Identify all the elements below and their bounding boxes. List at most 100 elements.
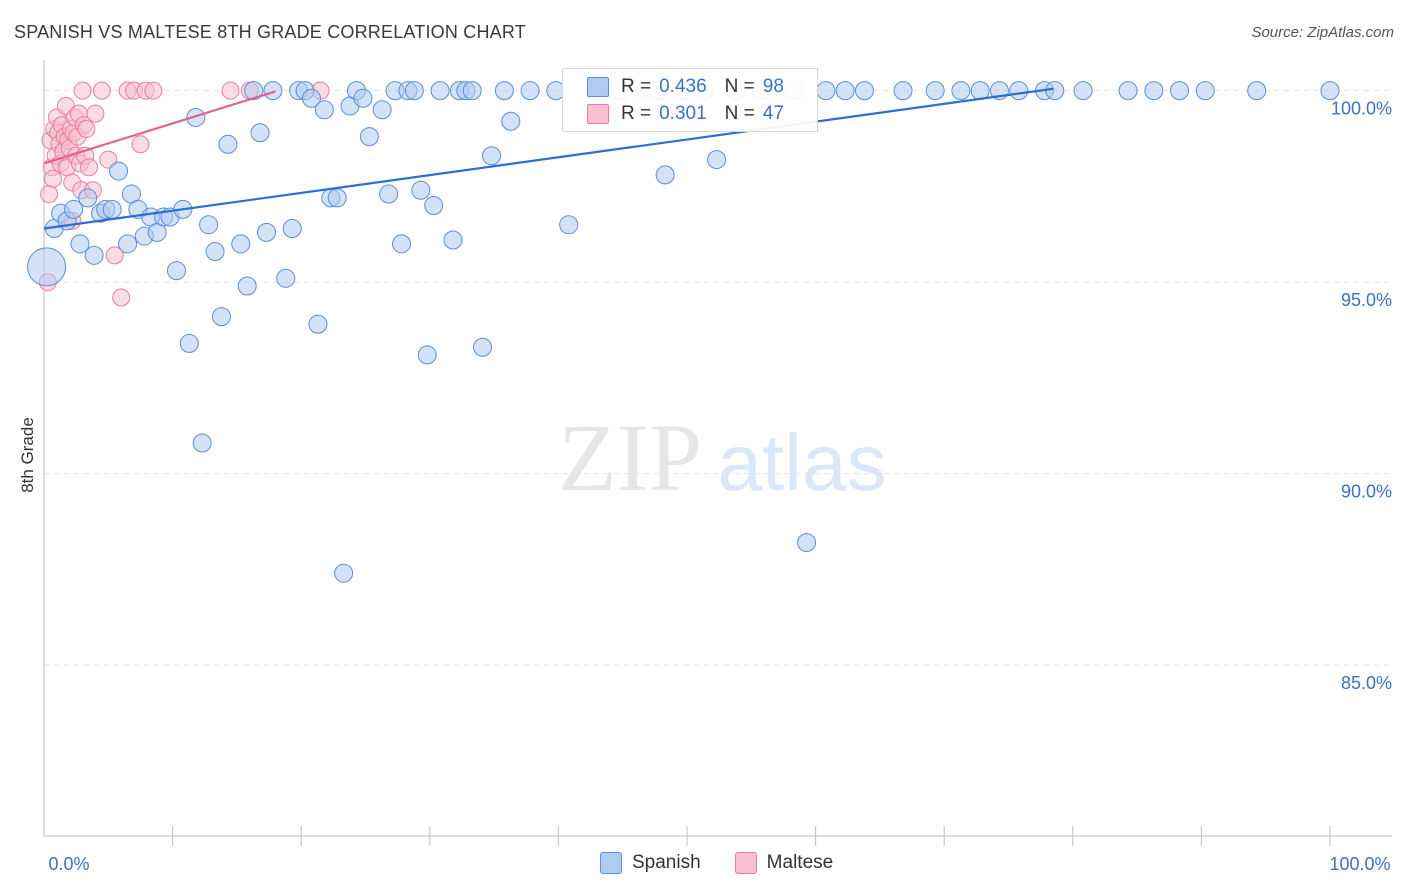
spanish-point [494, 81, 514, 101]
maltese-swatch [587, 104, 609, 124]
spanish-point [192, 433, 212, 453]
spanish-point [27, 247, 67, 287]
r-label: R = [621, 76, 652, 97]
r-value: 0.301 [659, 103, 707, 124]
spanish-point [411, 180, 431, 200]
spanish-point [1118, 81, 1138, 101]
x-tick-label-right: 100.0% [1329, 854, 1390, 874]
spanish-point [250, 123, 270, 143]
spanish-point [424, 196, 444, 216]
n-label: N = [724, 76, 755, 97]
spanish-point [925, 81, 945, 101]
maltese-point [144, 81, 163, 100]
spanish-point [473, 337, 493, 357]
maltese-swatch [734, 852, 757, 874]
spanish-point [308, 314, 328, 334]
spanish-point [482, 146, 502, 166]
spanish-point [520, 81, 540, 101]
maltese-point [73, 81, 92, 100]
correlation-legend: R = 0.436 N = 98 R = 0.301 N = 47 [562, 68, 818, 132]
spanish-point [211, 307, 231, 327]
spanish-point [1045, 81, 1065, 101]
chart-title: SPANISH VS MALTESE 8TH GRADE CORRELATION… [14, 22, 526, 42]
spanish-point [559, 215, 579, 235]
r-label: R = [621, 103, 652, 124]
spanish-point [1195, 81, 1215, 101]
spanish-point [1247, 81, 1267, 101]
spanish-point [218, 134, 238, 154]
spanish-point [353, 88, 373, 108]
legend-item-spanish[interactable]: Spanish [600, 852, 701, 874]
legend-label-maltese: Maltese [766, 852, 834, 873]
spanish-point [816, 81, 836, 101]
spanish-point [314, 100, 334, 120]
spanish-point [179, 333, 199, 353]
spanish-trend-line [43, 87, 1054, 230]
maltese-point [105, 246, 124, 265]
spanish-point [237, 276, 257, 296]
spanish-point [707, 150, 727, 170]
spanish-point [417, 345, 437, 365]
n-value: 98 [762, 76, 784, 97]
n-value: 47 [762, 103, 784, 124]
legend-item-maltese[interactable]: Maltese [734, 852, 834, 874]
legend-label-spanish: Spanish [632, 852, 701, 873]
spanish-point [1144, 81, 1164, 101]
spanish-point [430, 81, 450, 101]
spanish-point [64, 199, 84, 219]
spanish-points [27, 81, 1340, 583]
spanish-point [256, 222, 276, 242]
r-value: 0.436 [659, 76, 707, 97]
spanish-point [1170, 81, 1190, 101]
maltese-point [86, 104, 105, 123]
axes [43, 60, 1392, 846]
spanish-point [166, 261, 186, 281]
trend-lines [43, 87, 1054, 230]
watermark-atlas: atlas [718, 418, 887, 507]
spanish-point [205, 242, 225, 261]
maltese-point [77, 119, 96, 138]
maltese-trend-line [43, 90, 276, 165]
spanish-point [372, 100, 392, 120]
spanish-point [282, 219, 302, 239]
spanish-point [334, 563, 354, 583]
spanish-point [244, 81, 264, 101]
spanish-point [102, 199, 122, 219]
maltese-point [44, 169, 63, 188]
legend-row-spanish: R = 0.436 N = 98 [587, 75, 802, 99]
spanish-point [109, 161, 129, 181]
spanish-point [951, 81, 971, 101]
spanish-point [797, 533, 817, 553]
spanish-point [118, 234, 138, 254]
y-tick-label: 90.0% [1341, 482, 1392, 502]
spanish-point [835, 81, 855, 101]
spanish-point [854, 81, 874, 101]
spanish-point [199, 215, 219, 235]
legend-row-maltese: R = 0.301 N = 47 [587, 102, 802, 126]
grid-lines [44, 90, 1390, 666]
spanish-point [404, 81, 424, 101]
maltese-point [40, 185, 59, 204]
spanish-point [1320, 81, 1340, 101]
spanish-point [1073, 81, 1093, 101]
spanish-point [359, 127, 379, 147]
spanish-point [78, 188, 98, 208]
y-tick-label: 85.0% [1341, 673, 1392, 693]
spanish-point [893, 81, 913, 101]
source-label: Source: ZipAtlas.com [1251, 24, 1394, 41]
spanish-point [231, 234, 251, 254]
x-tick-label-left: 0.0% [48, 854, 89, 874]
watermark-zip: ZIP [558, 404, 702, 511]
y-tick-labels: 100.0% 95.0% 90.0% 85.0% [1331, 99, 1392, 694]
spanish-point [276, 268, 296, 288]
spanish-point [327, 188, 347, 208]
spanish-point [655, 165, 675, 185]
maltese-points [38, 81, 330, 307]
spanish-point [443, 230, 463, 250]
maltese-point [92, 81, 111, 100]
maltese-point [131, 135, 150, 154]
series-legend: Spanish Maltese [600, 852, 867, 874]
spanish-point [379, 184, 399, 204]
spanish-point [1009, 81, 1029, 101]
